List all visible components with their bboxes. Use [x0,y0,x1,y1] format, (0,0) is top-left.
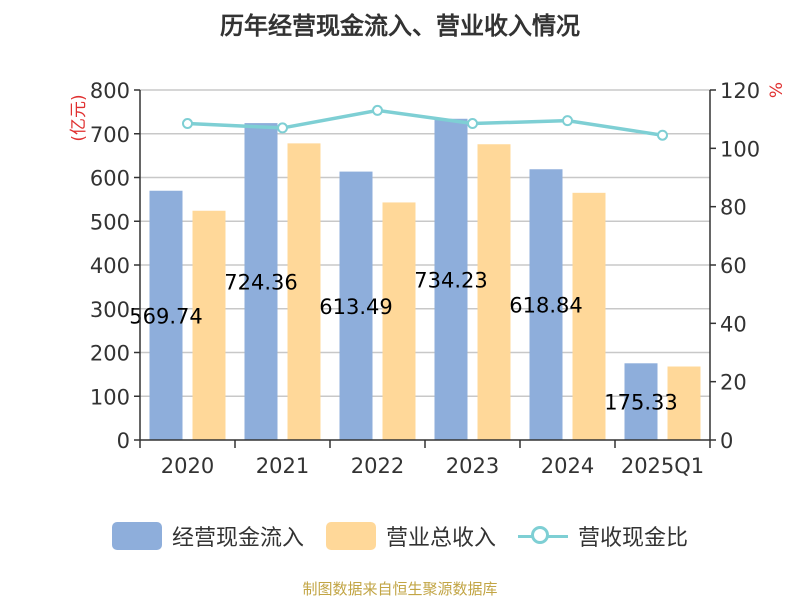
chart-plot: 569.74 724.36 613.49 734.23 618.84 175.33 0 10… [69,79,787,478]
ratio-point [277,122,288,134]
data-label-cash-inflow: 569.74 [129,304,202,328]
bar-revenue [287,143,321,440]
bar-cash-inflow [149,190,183,440]
y-tick-label: 100 [90,385,130,409]
legend-swatch-ratio [518,522,568,550]
chart-title: 历年经营现金流入、营业收入情况 [220,12,580,40]
ratio-point [467,118,478,130]
bar-cash-inflow [339,171,373,440]
y-tick-label: 500 [90,210,130,234]
x-tick-label: 2025Q1 [621,454,704,478]
y2-tick-label: 20 [720,371,747,395]
legend-swatch-cash-inflow [111,522,162,550]
y-tick-label: 800 [90,79,130,103]
data-label-cash-inflow: 618.84 [509,294,582,318]
legend-item-ratio[interactable]: 营收现金比 [518,520,688,552]
y-tick-label: 600 [90,167,130,191]
bars [149,118,701,440]
y2-tick-label: 80 [720,196,747,220]
legend: 经营现金流入 营业总收入 营收现金比 [0,516,800,556]
y2-tick-label: 100 [720,137,760,161]
bar-revenue [572,192,606,440]
y-axis-label: (亿元) [69,94,89,141]
ratio-line-path [187,108,663,137]
bar-revenue [382,202,416,440]
ratio-point [182,118,193,130]
bar-revenue [667,366,701,440]
ratio-line [182,104,668,141]
y-tick-label: 400 [90,254,130,278]
x-tick-label: 2021 [256,454,309,478]
y2-tick-label: 0 [720,429,733,453]
y-tick-label: 300 [90,298,130,322]
grid-lines [140,89,710,397]
y-tick-label: 200 [90,342,130,366]
bar-cash-inflow [624,363,658,440]
data-label-cash-inflow: 175.33 [604,391,677,415]
bar-cash-inflow [529,169,563,440]
y-tick-label: 0 [117,429,130,453]
ratio-point [372,104,383,116]
data-label-cash-inflow: 613.49 [319,295,392,319]
axes: 0 100 200 300 400 500 600 700 800 0 20 40 60 80 100 120… [69,79,787,478]
y2-tick-label: 40 [720,312,747,336]
x-tick-label: 2023 [446,454,499,478]
x-tick-label: 2024 [541,454,594,478]
ratio-point [657,129,668,141]
x-tick-label: 2022 [351,454,404,478]
source-note: 制图数据来自恒生聚源数据库 [302,580,498,598]
y2-tick-label: 60 [720,254,747,278]
bar-cash-inflow [434,118,468,440]
data-label-cash-inflow: 724.36 [224,271,297,295]
bar-revenue [192,210,226,440]
legend-item-cash-inflow[interactable]: 经营现金流入 [111,520,304,552]
legend-swatch-revenue [325,522,376,550]
legend-label-cash-inflow: 经营现金流入 [171,526,304,551]
y2-axis-label: % [767,82,787,98]
x-tick-label: 2020 [161,454,214,478]
y-tick-label: 700 [90,123,130,147]
ratio-point [562,115,573,127]
bar-cash-inflow [244,123,278,440]
data-labels: 569.74 724.36 613.49 734.23 618.84 175.33 [129,268,677,414]
legend-label-ratio: 营收现金比 [578,526,689,551]
bar-revenue [477,144,511,440]
data-label-cash-inflow: 734.23 [414,268,487,292]
y2-tick-label: 120 [720,79,760,103]
legend-label-revenue: 营业总收入 [385,526,496,551]
legend-item-revenue[interactable]: 营业总收入 [325,520,496,552]
